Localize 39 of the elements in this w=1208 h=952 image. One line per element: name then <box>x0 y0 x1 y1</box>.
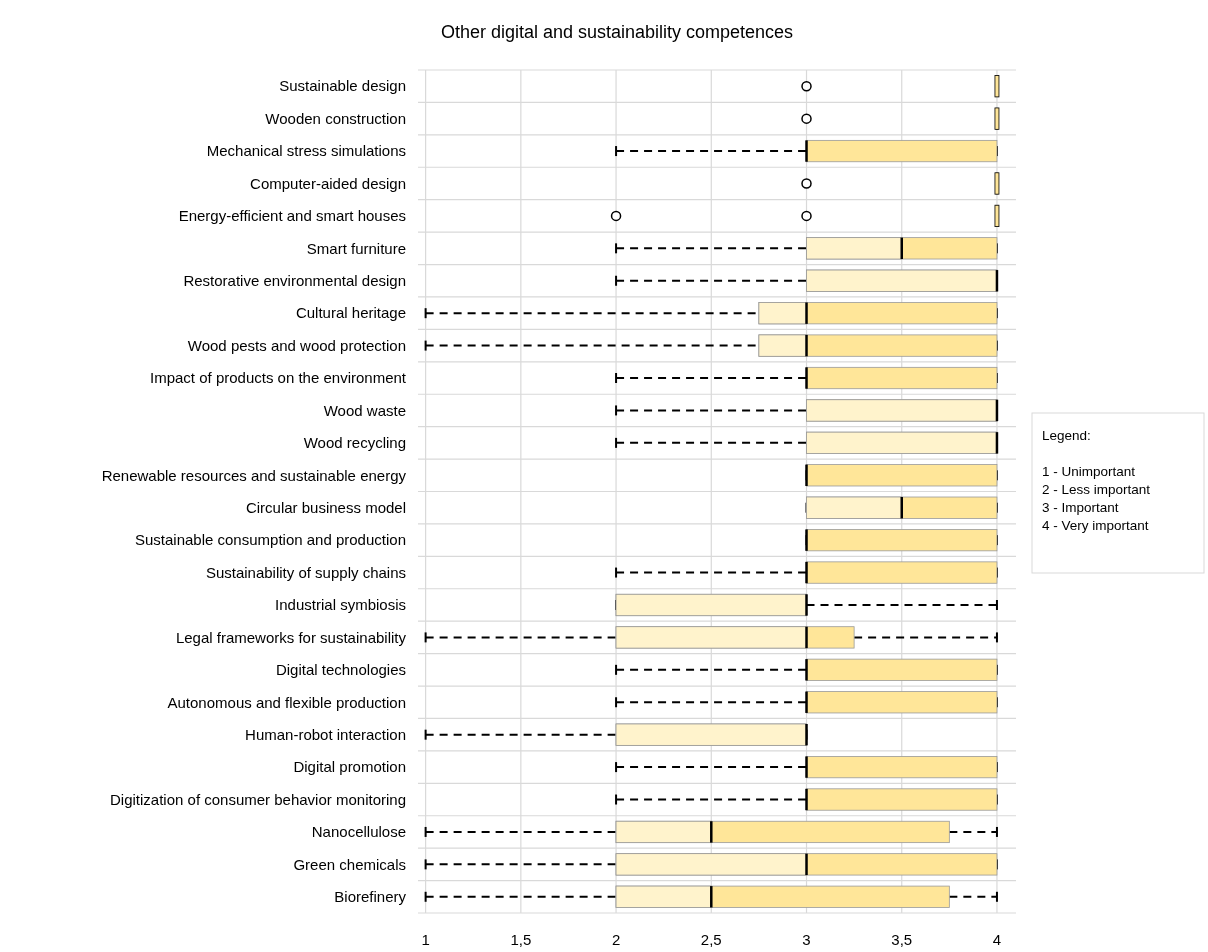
text: 3 - Important <box>1042 500 1119 515</box>
y-tick-label: Human-robot interaction <box>245 725 406 743</box>
y-tick-label: Legal frameworks for sustainability <box>175 628 407 646</box>
y-tick-label: Impact of products on the environment <box>150 369 407 387</box>
y-tick-label: Wood pests and wood protection <box>187 336 406 354</box>
y-tick-label: Digital technologies <box>275 661 406 679</box>
text: 4 - Very important <box>1042 518 1149 533</box>
y-tick-label: Nanocellulose <box>311 823 406 841</box>
y-tick-label: Restorative environmental design <box>183 272 406 289</box>
chart-title: Other digital and sustainability competences <box>440 22 794 42</box>
text: 2 - Less important <box>1042 482 1151 497</box>
y-tick-label: Wooden construction <box>265 109 406 127</box>
y-tick-label: Circular business model <box>245 498 406 516</box>
y-tick-label: Industrial symbiosis <box>275 596 406 614</box>
y-tick-label: Biorefinery <box>334 888 407 906</box>
text: 1 - Unimportant <box>1042 464 1136 479</box>
y-tick-label: Digitization of consumer behavior monitoring <box>110 790 406 808</box>
y-tick-label: Smart furniture <box>306 239 406 257</box>
y-tick-label: Autonomous and flexible production <box>167 693 406 711</box>
y-tick-label: Wood recycling <box>303 434 406 452</box>
x-tick-label: 1,5 <box>510 931 532 948</box>
y-tick-label: Cultural heritage <box>295 304 406 322</box>
y-tick-label: Computer-aided design <box>250 174 406 192</box>
x-tick-label: 3,5 <box>891 931 913 948</box>
y-tick-label: Sustainability of supply chains <box>205 563 406 581</box>
y-tick-label: Mechanical stress simulations <box>206 142 406 160</box>
y-tick-label: Digital promotion <box>293 758 406 776</box>
x-tick-label: 2 <box>611 931 621 948</box>
x-tick-label: 3 <box>802 931 811 948</box>
text: Legend: <box>1042 428 1091 443</box>
y-tick-label: Energy-efficient and smart houses <box>178 207 406 225</box>
y-tick-label: Sustainable design <box>279 77 406 95</box>
x-tick-label: 4 <box>992 931 1002 948</box>
y-tick-label: Green chemicals <box>293 855 406 873</box>
y-tick-label: Renewable resources and sustainable energy <box>101 466 407 484</box>
x-tick-label: 1 <box>421 931 430 948</box>
y-tick-label: Sustainable consumption and production <box>134 531 406 549</box>
y-tick-label: Wood waste <box>323 401 406 419</box>
x-tick-label: 2,5 <box>700 931 722 948</box>
